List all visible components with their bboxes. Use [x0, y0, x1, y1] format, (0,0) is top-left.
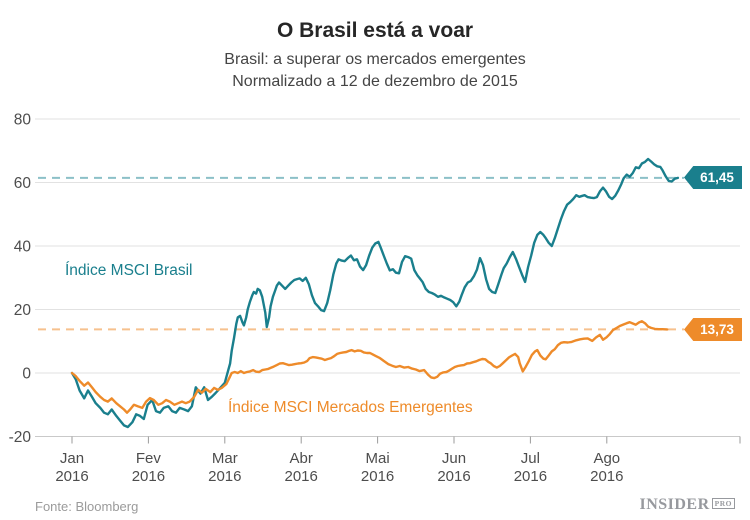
svg-text:2016: 2016 [208, 468, 241, 485]
end-value-badge-brasil: 61,45 [684, 166, 742, 189]
svg-text:20: 20 [14, 302, 32, 319]
source-credit: Fonte: Bloomberg [35, 499, 139, 514]
end-value-badge-emergentes: 13,73 [684, 318, 742, 341]
svg-text:Jul: Jul [521, 450, 540, 467]
chart-subtitle-line1: Brasil: a superar os mercados emergentes [224, 51, 526, 68]
brasil-line [70, 157, 680, 429]
svg-text:Mai: Mai [366, 450, 390, 467]
svg-text:Jun: Jun [442, 450, 466, 467]
svg-text:2016: 2016 [361, 468, 394, 485]
svg-text:2016: 2016 [514, 468, 547, 485]
svg-text:Fev: Fev [136, 450, 162, 467]
logo-pro-badge: PRO [711, 498, 735, 509]
logo-insider-text: INSIDER [639, 496, 710, 513]
emergentes-line [70, 320, 669, 414]
svg-text:2016: 2016 [285, 468, 318, 485]
svg-text:2016: 2016 [590, 468, 623, 485]
svg-text:0: 0 [22, 366, 31, 383]
svg-text:60: 60 [14, 175, 32, 192]
insider-pro-logo: INSIDER PRO [639, 496, 735, 514]
svg-text:Ago: Ago [593, 450, 620, 467]
page-title: O Brasil está a voar [276, 19, 474, 42]
svg-text:-20: -20 [9, 429, 32, 446]
svg-text:Jan: Jan [60, 450, 84, 467]
chart-subtitle-line2: Normalizado a 12 de dezembro de 2015 [232, 73, 518, 90]
svg-text:Abr: Abr [290, 450, 313, 467]
reference-lines [38, 176, 684, 331]
svg-text:2016: 2016 [437, 468, 470, 485]
svg-text:2016: 2016 [55, 468, 88, 485]
series-label-emergentes: Índice MSCI Mercados Emergentes [228, 399, 473, 416]
series-label-brasil: Índice MSCI Brasil [65, 262, 193, 279]
x-axis: Jan2016Fev2016Mar2016Abr2016Mai2016Jun20… [55, 436, 741, 485]
svg-text:2016: 2016 [132, 468, 165, 485]
y-axis-labels: 80 60 40 20 0 -20 [9, 112, 32, 447]
svg-text:80: 80 [14, 112, 32, 129]
gridlines [35, 118, 740, 437]
svg-text:40: 40 [14, 239, 32, 256]
svg-text:Mar: Mar [212, 450, 238, 467]
